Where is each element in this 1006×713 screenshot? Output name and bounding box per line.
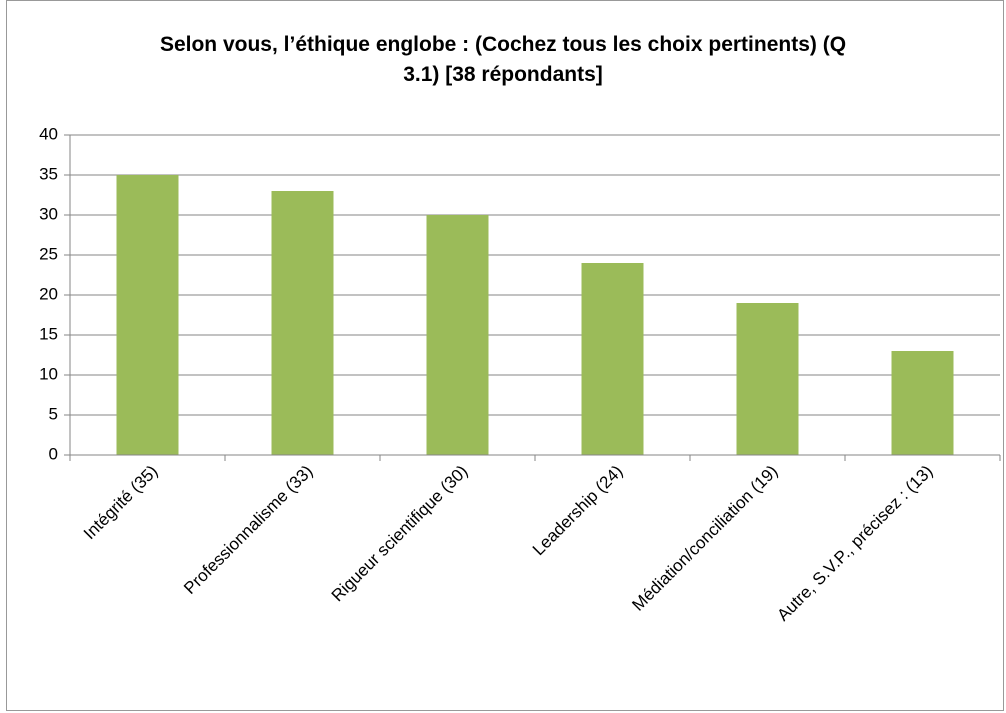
x-tick-label: Autre, S.V.P., précisez : (13) [773, 462, 936, 625]
x-tick-label: Rigueur scientifique (30) [328, 462, 472, 606]
y-tick-label: 35 [39, 164, 58, 183]
chart-frame [6, 0, 1004, 711]
bar [581, 263, 644, 455]
bar [271, 191, 334, 455]
y-tick-label: 40 [39, 124, 58, 143]
x-tick-label: Professionnalisme (33) [180, 462, 316, 598]
x-tick-label: Intégrité (35) [80, 462, 162, 544]
y-tick-label: 10 [39, 364, 58, 383]
y-tick-label: 30 [39, 204, 58, 223]
y-tick-label: 15 [39, 324, 58, 343]
y-tick-label: 0 [49, 444, 58, 463]
bar [736, 303, 799, 455]
x-tick-label: Médiation/conciliation (19) [628, 462, 781, 615]
bar [891, 351, 954, 455]
y-tick-label: 5 [49, 404, 58, 423]
y-tick-label: 20 [39, 284, 58, 303]
bar [116, 175, 179, 455]
bar [426, 215, 489, 455]
chart-title: Selon vous, l’éthique englobe : (Cochez … [159, 33, 847, 86]
y-tick-label: 25 [39, 244, 58, 263]
x-tick-label: Leadership (24) [529, 462, 627, 560]
